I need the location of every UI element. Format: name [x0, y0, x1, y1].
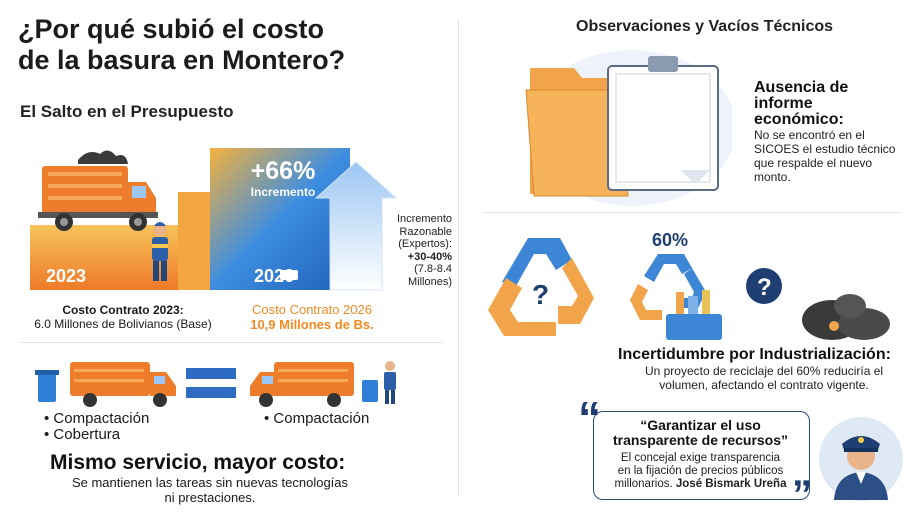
year-2026-label: 2026 [254, 266, 295, 286]
cost-2023: Costo Contrato 2023: 6.0 Millones de Bol… [18, 303, 228, 331]
service-graphic [35, 361, 396, 407]
quote-author: José Bismark Ureña [675, 478, 787, 490]
service-right-list: • Compactación [264, 411, 369, 427]
quote-body: El concejal exige transparencia en la fi… [614, 452, 787, 490]
service-right-item-1: Compactación [273, 410, 370, 427]
garbage-truck-icon [38, 150, 158, 231]
expert-note: Incremento Razonable (Expertos): +30-40%… [372, 213, 452, 288]
question-circle-icon [746, 268, 782, 304]
expert-line-3: (Expertos): [398, 238, 452, 250]
report-title-line-3: económico: [754, 111, 844, 128]
report-title: Ausencia de informe económico: [754, 80, 848, 128]
section-divider-right [482, 212, 902, 213]
title-line-2: de la basura en Montero? [18, 45, 346, 75]
question-mark-large: ? [532, 279, 549, 310]
pct-sub: Incremento [250, 185, 316, 199]
vertical-divider [458, 18, 459, 496]
pct-value: +66% [250, 157, 316, 185]
expert-line-2: Razonable [399, 225, 452, 238]
recycling-graphic: ? ? [488, 238, 890, 340]
cost-2026-title: Costo Contrato 2026 [252, 302, 372, 317]
cost-2023-title: Costo Contrato 2023: [62, 303, 184, 317]
service-left-list: • Compactación • Cobertura [44, 411, 149, 443]
bar-2026 [210, 148, 350, 290]
worker-icon [152, 222, 168, 281]
expert-line-5: (7.8-8.4 [414, 263, 452, 275]
clipboard-icon [607, 56, 719, 191]
industrialization-title: Incertidumbre por Industrialización: [618, 346, 891, 363]
cost-2026-value: 10,9 Millones de Bs. [250, 317, 374, 332]
close-quote-icon: ” [792, 473, 812, 517]
expert-arrow [314, 161, 398, 291]
report-title-line-2: informe [754, 95, 813, 112]
budget-graphic [30, 148, 398, 291]
section-divider-left [18, 342, 443, 343]
worker-bin-icon-right [362, 361, 396, 404]
cost-2023-value: 6.0 Millones de Bolivianos (Base) [34, 317, 212, 331]
trash-bags-icon [802, 294, 890, 340]
councilor-avatar [819, 417, 903, 501]
expert-line-1: Incremento [396, 213, 452, 225]
cost-2026: Costo Contrato 2026 10,9 Millones de Bs. [232, 302, 392, 332]
service-desc-line-1: Se mantienen las tareas sin nuevas tecno… [71, 475, 349, 490]
report-graphic [525, 50, 732, 206]
truck-icon-right [250, 362, 354, 407]
question-mark-small: ? [757, 274, 772, 301]
title-line-1: ¿Por qué subió el costo [18, 14, 325, 44]
year-2023-label: 2023 [46, 266, 87, 286]
pct-badge: +66% Incremento [238, 157, 328, 199]
expert-range: +30-40% [407, 250, 452, 263]
industrialization-desc: Un proyecto de reciclaje del 60% reducir… [644, 364, 884, 392]
quote-box [593, 411, 810, 500]
equals-bottom [186, 387, 236, 398]
recyclables-basket-icon [666, 290, 722, 340]
quote-title: “Garantizar el uso transparente de recur… [612, 417, 789, 448]
report-title-line-1: Ausencia de [754, 79, 849, 96]
service-left-item-2: • Cobertura [44, 426, 121, 443]
service-left-item-1: • Compactación [44, 410, 150, 427]
recycle-icon-large: ? [488, 238, 594, 336]
bullet-icon: • [44, 426, 54, 443]
observations-title: Observaciones y Vacíos Técnicos [576, 18, 834, 35]
service-headline: Mismo servicio, mayor costo: [50, 451, 346, 474]
recycle-pct: 60% [652, 230, 689, 250]
report-desc: No se encontró en el SICOES el estudio t… [754, 128, 896, 184]
equals-top [186, 368, 236, 379]
bin-icon-left [35, 370, 59, 402]
service-desc: Se mantienen las tareas sin nuevas tecno… [40, 475, 380, 505]
folder-icon [525, 68, 629, 197]
truck-icon-left [70, 362, 176, 407]
open-quote-icon: “ [578, 392, 601, 444]
page-title: ¿Por qué subió el costo de la basura en … [18, 14, 438, 76]
section-budget-title: El Salto en el Presupuesto [20, 102, 234, 121]
bullet-icon: • [264, 410, 274, 427]
bullet-icon: • [44, 410, 54, 427]
expert-line-6: Millones) [407, 275, 452, 288]
mini-truck-icon [280, 270, 298, 280]
service-desc-line-2: ni prestaciones. [164, 490, 256, 505]
